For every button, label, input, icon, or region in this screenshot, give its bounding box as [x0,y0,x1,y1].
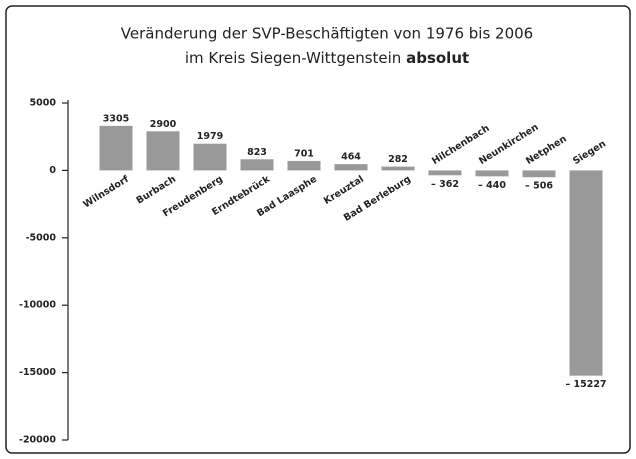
bar [381,166,415,171]
value-label: – 440 [478,180,506,191]
bar [240,159,274,171]
y-tick-label: -15000 [19,367,56,378]
y-tick-label: -20000 [19,435,56,446]
value-label: – 362 [431,179,459,190]
value-label: 282 [388,154,408,165]
bar [287,160,321,171]
y-tick-label: -10000 [19,300,56,311]
frame [5,5,631,454]
chart-title: im Kreis Siegen-Wittgenstein absolut [185,49,469,67]
bar [193,143,227,171]
chart-title-emphasis: absolut [406,49,469,67]
bar [99,125,133,171]
y-tick-label: 5000 [30,98,57,109]
bar [569,170,603,376]
value-label: 3305 [103,113,129,124]
value-label: 2900 [150,119,177,130]
bar [146,131,180,171]
value-label: 1979 [197,131,223,142]
bar [334,164,368,171]
bar [475,170,509,177]
value-label: 823 [247,147,267,158]
chart-title: Veränderung der SVP-Beschäftigten von 19… [121,25,533,43]
x-tick-label: Kreuztal [322,174,366,207]
x-tick-label: Netphen [524,133,569,167]
x-tick-label: Wilnsdorf [81,173,131,210]
chart-title: im Kreis Siegen-Wittgenstein [185,49,401,67]
bar [428,170,462,176]
x-tick-label: Siegen [571,138,608,167]
y-tick-label: 0 [49,165,56,176]
y-tick-label: -5000 [26,232,57,243]
value-label: 464 [341,152,361,163]
x-tick-label: Burbach [135,174,179,207]
bar [522,170,556,178]
value-label: – 15227 [565,379,606,390]
value-label: – 506 [525,181,553,192]
value-label: 701 [294,148,314,159]
